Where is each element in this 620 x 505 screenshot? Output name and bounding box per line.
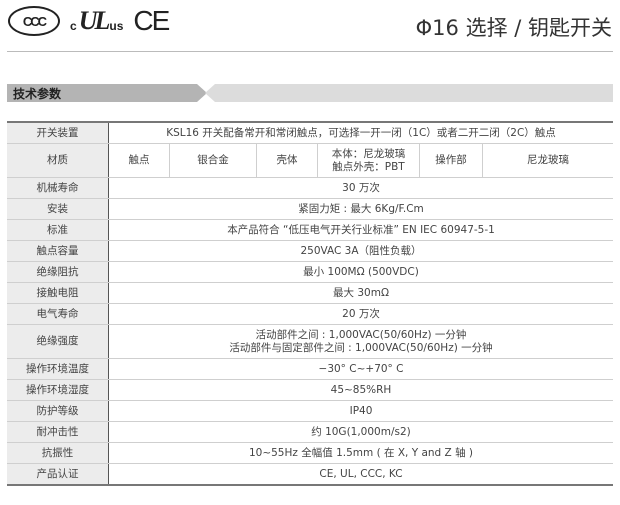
row-label: 抗振性 xyxy=(7,442,109,464)
value-line: 活动部件之间 : 1,000VAC(50/60Hz) 一分钟 xyxy=(255,328,467,341)
section-header: 技术参数 xyxy=(7,84,613,102)
page-title: Φ16 选择 / 钥匙开关 xyxy=(415,16,612,40)
table-row: 操作环境温度 −30° C~+70° C xyxy=(7,358,613,380)
row-value: 活动部件之间 : 1,000VAC(50/60Hz) 一分钟 活动部件与固定部件之… xyxy=(108,324,613,359)
row-value: 30 万次 xyxy=(108,177,613,199)
certification-logos: CCC c UL us CE xyxy=(8,5,170,36)
cell-line: 触点外壳：PBT xyxy=(332,160,405,173)
cell: 操作部 xyxy=(419,143,483,178)
row-label: 开关装置 xyxy=(7,122,109,144)
table-row: 耐冲击性约 10G(1,000m/s2) xyxy=(7,421,613,443)
row-label: 绝缘强度 xyxy=(7,324,109,359)
table-row: 绝缘阻抗 最小 100MΩ (500VDC) xyxy=(7,261,613,283)
row-label: 耐冲击性 xyxy=(7,421,109,443)
table-row: 材质 触点 银合金 壳体 本体：尼龙玻璃 触点外壳：PBT 操作部 尼龙玻璃 xyxy=(7,143,613,178)
row-value: 10~55Hz 全幅值 1.5mm ( 在 X, Y and Z 轴 ) xyxy=(108,442,613,464)
row-value: −30° C~+70° C xyxy=(108,358,613,380)
table-row: 标准 本产品符合 “低压电气开关行业标准” EN IEC 60947-5-1 xyxy=(7,219,613,241)
table-row: 防护等级 IP40 xyxy=(7,400,613,422)
table-row: 安装 紧固力矩 : 最大 6Kg/F.Cm xyxy=(7,198,613,220)
table-row: 抗振性 10~55Hz 全幅值 1.5mm ( 在 X, Y and Z 轴 ) xyxy=(7,442,613,464)
table-row: 机械寿命 30 万次 xyxy=(7,177,613,199)
row-label: 防护等级 xyxy=(7,400,109,422)
cell: 本体：尼龙玻璃 触点外壳：PBT xyxy=(317,143,420,178)
table-row: 绝缘强度 活动部件之间 : 1,000VAC(50/60Hz) 一分钟 活动部件与固… xyxy=(7,324,613,359)
spec-table: 开关装置 KSL16 开关配备常开和常闭触点，可选择一开一闭（1C）或者二开二闭（… xyxy=(7,121,613,486)
row-label: 操作环境温度 xyxy=(7,358,109,380)
row-label: 操作环境湿度 xyxy=(7,379,109,401)
row-label: 电气寿命 xyxy=(7,303,109,325)
cell: 触点 xyxy=(108,143,170,178)
row-value: CE, UL, CCC, KC xyxy=(108,463,613,486)
row-label: 产品认证 xyxy=(7,463,109,486)
row-value: 20 万次 xyxy=(108,303,613,325)
value-line: 活动部件与固定部件之间 : 1,000VAC(50/60Hz) 一分钟 xyxy=(229,341,493,354)
cell-line: 本体：尼龙玻璃 xyxy=(331,147,406,160)
cul-us-logo: c UL us xyxy=(70,6,124,35)
ce-logo: CE xyxy=(133,5,170,36)
cell: 银合金 xyxy=(169,143,257,178)
section-title: 技术参数 xyxy=(13,87,62,101)
ccc-logo: CCC xyxy=(8,6,60,36)
row-value: KSL16 开关配备常开和常闭触点，可选择一开一闭（1C）或者二开二闭（2C）触… xyxy=(108,122,613,144)
table-row: 开关装置 KSL16 开关配备常开和常闭触点，可选择一开一闭（1C）或者二开二闭（… xyxy=(7,122,613,144)
row-label: 触点容量 xyxy=(7,240,109,262)
row-value: 本产品符合 “低压电气开关行业标准” EN IEC 60947-5-1 xyxy=(108,219,613,241)
row-label: 标准 xyxy=(7,219,109,241)
row-value: 最大 30mΩ xyxy=(108,282,613,304)
table-row: 接触电阻 最大 30mΩ xyxy=(7,282,613,304)
row-label: 安装 xyxy=(7,198,109,220)
row-label: 绝缘阻抗 xyxy=(7,261,109,283)
row-value: IP40 xyxy=(108,400,613,422)
table-row: 电气寿命 20 万次 xyxy=(7,303,613,325)
row-value: 45~85%RH xyxy=(108,379,613,401)
row-label: 接触电阻 xyxy=(7,282,109,304)
table-row: 产品认证 CE, UL, CCC, KC xyxy=(7,463,613,486)
cell: 尼龙玻璃 xyxy=(482,143,613,178)
divider xyxy=(7,51,613,52)
row-label: 机械寿命 xyxy=(7,177,109,199)
cell: 壳体 xyxy=(256,143,318,178)
row-label: 材质 xyxy=(7,143,109,178)
row-value: 250VAC 3A（阻性负载） xyxy=(108,240,613,262)
table-row: 触点容量 250VAC 3A（阻性负载） xyxy=(7,240,613,262)
row-value: 约 10G(1,000m/s2) xyxy=(108,421,613,443)
table-row: 操作环境湿度 45~85%RH xyxy=(7,379,613,401)
row-value: 最小 100MΩ (500VDC) xyxy=(108,261,613,283)
row-value: 紧固力矩 : 最大 6Kg/F.Cm xyxy=(108,198,613,220)
